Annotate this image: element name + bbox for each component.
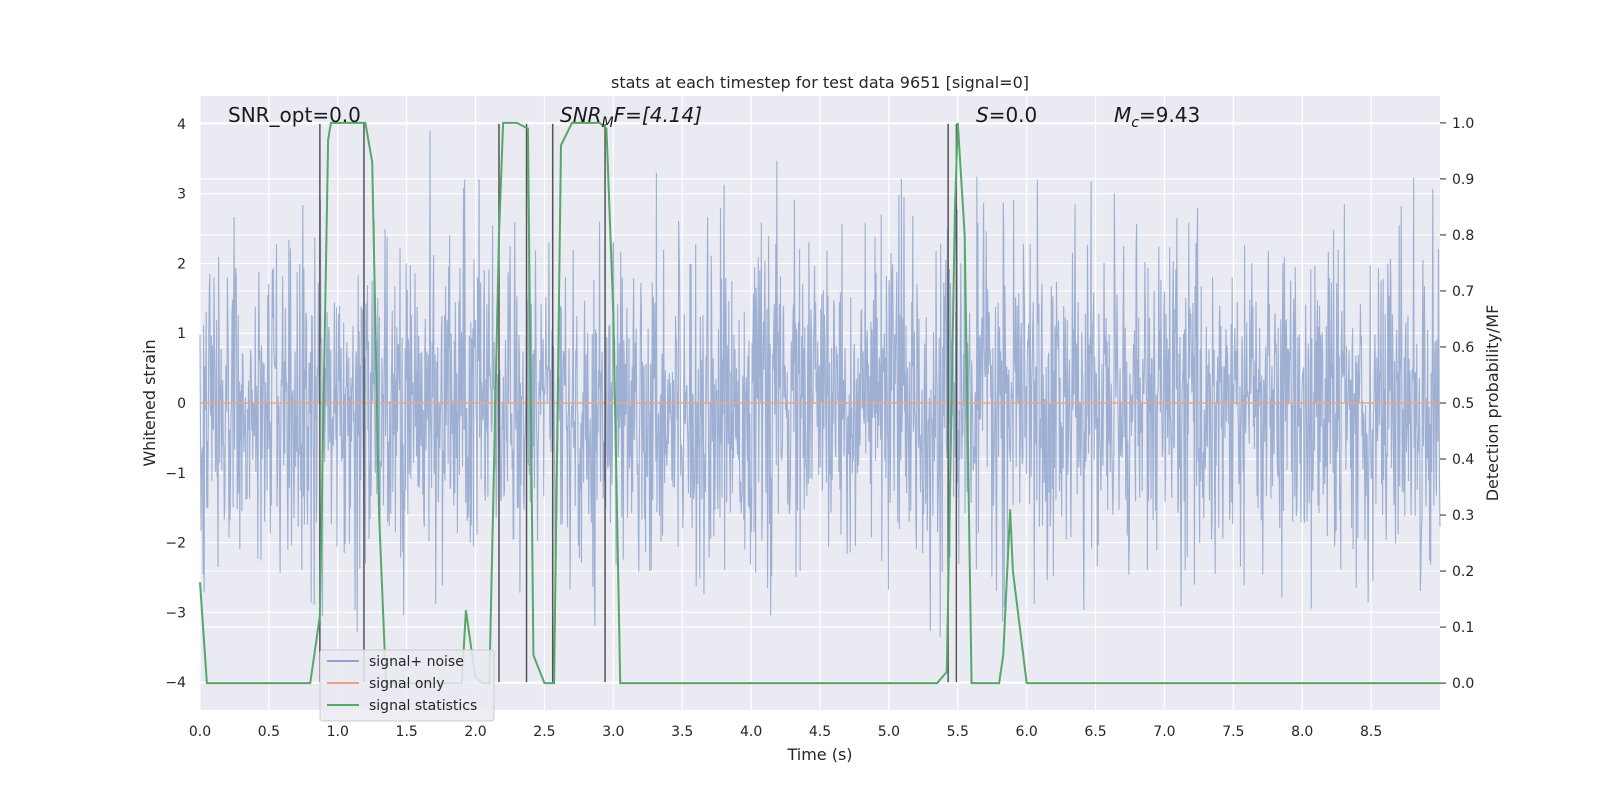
annotation-s-rest: =0.0	[989, 103, 1038, 127]
statistics-line	[199, 121, 1440, 685]
y-tick-label: −2	[165, 536, 186, 552]
legend-label-noise: signal+ noise	[369, 654, 464, 670]
x-tick-label: 1.5	[396, 724, 418, 740]
y-tick-label: 0	[177, 396, 186, 412]
y2-tick-label: 0.1	[1452, 620, 1474, 636]
y-tick-labels: 4 3 2 1 0 −1 −2 −3 −4	[165, 117, 186, 691]
chart-title: stats at each timestep for test data 965…	[611, 73, 1029, 92]
annotation-mc-sub: c	[1131, 115, 1139, 131]
y2-tick-label: 0.7	[1452, 284, 1474, 300]
x-tick-label: 3.0	[602, 724, 624, 740]
annotation-snr-mf-rest: F=[4.14]	[614, 103, 702, 127]
x-tick-label: 3.5	[671, 724, 693, 740]
y-tick-label: −3	[165, 605, 186, 621]
y-tick-label: 4	[177, 117, 186, 133]
statistics-series	[199, 121, 1440, 685]
x-tick-label: 7.5	[1222, 724, 1244, 740]
y2-axis-label: Detection probability/MF	[1483, 305, 1502, 502]
x-tick-label: 4.0	[740, 724, 762, 740]
y-tick-label: 3	[177, 187, 186, 203]
x-tick-labels: 0.0 0.5 1.0 1.5 2.0 2.5 3.0 3.5 4.0 4.5 5.0 5.5 6.0 6…	[189, 724, 1382, 740]
noise-series	[199, 130, 1441, 637]
annotation-snr-mf: SNRMF=[4.14]	[560, 103, 702, 131]
y-tick-label: 1	[177, 326, 186, 342]
y2-tick-label: 0.4	[1452, 452, 1474, 468]
y-tick-label: 2	[177, 256, 186, 272]
y2-tick-labels: 1.0 0.9 0.8 0.7 0.6 0.5 0.4 0.3 0.2 0.1 0.0	[1440, 116, 1474, 692]
y2-tick-label: 1.0	[1452, 116, 1474, 132]
x-tick-label: 2.5	[533, 724, 555, 740]
x-tick-label: 6.5	[1084, 724, 1106, 740]
x-tick-label: 8.0	[1291, 724, 1313, 740]
y2-tick-label: 0.0	[1452, 676, 1474, 692]
annotation-snr-mf-sub: M	[602, 115, 614, 131]
y-tick-label: −1	[165, 466, 186, 482]
x-tick-label: 8.5	[1360, 724, 1382, 740]
annotation-mc: Mc=9.43	[1114, 103, 1200, 131]
legend: signal+ noise signal only signal statist…	[319, 649, 495, 722]
noise-line	[199, 130, 1441, 637]
x-tick-label: 0.0	[189, 724, 211, 740]
x-tick-label: 5.5	[947, 724, 969, 740]
annotation-s-var: S	[976, 103, 989, 127]
y2-tick-label: 0.3	[1452, 508, 1474, 524]
annotation-mc-rest: =9.43	[1139, 103, 1200, 127]
x-axis-label: Time (s)	[786, 745, 852, 764]
y2-tick-label: 0.2	[1452, 564, 1474, 580]
y2-tick-label: 0.6	[1452, 340, 1474, 356]
y-axis-label: Whitened strain	[140, 339, 159, 466]
x-tick-label: 2.0	[464, 724, 486, 740]
annotation-s: S=0.0	[976, 103, 1037, 127]
x-tick-label: 4.5	[809, 724, 831, 740]
legend-label-statistics: signal statistics	[369, 698, 477, 714]
x-tick-label: 1.0	[327, 724, 349, 740]
y-tick-label: −4	[165, 675, 186, 691]
x-tick-label: 0.5	[258, 724, 280, 740]
x-tick-label: 5.0	[878, 724, 900, 740]
legend-label-signal-only: signal only	[369, 676, 444, 692]
y2-tick-label: 0.8	[1452, 228, 1474, 244]
legend-box	[319, 649, 495, 722]
annotation-mc-var: M	[1114, 103, 1131, 127]
annotation-snr-mf-main: SNR	[560, 103, 602, 127]
x-tick-label: 6.0	[1016, 724, 1038, 740]
x-tick-label: 7.0	[1153, 724, 1175, 740]
y2-tick-label: 0.9	[1452, 172, 1474, 188]
y2-tick-label: 0.5	[1452, 396, 1474, 412]
annotation-snr-opt: SNR_opt=0.0	[228, 103, 361, 127]
